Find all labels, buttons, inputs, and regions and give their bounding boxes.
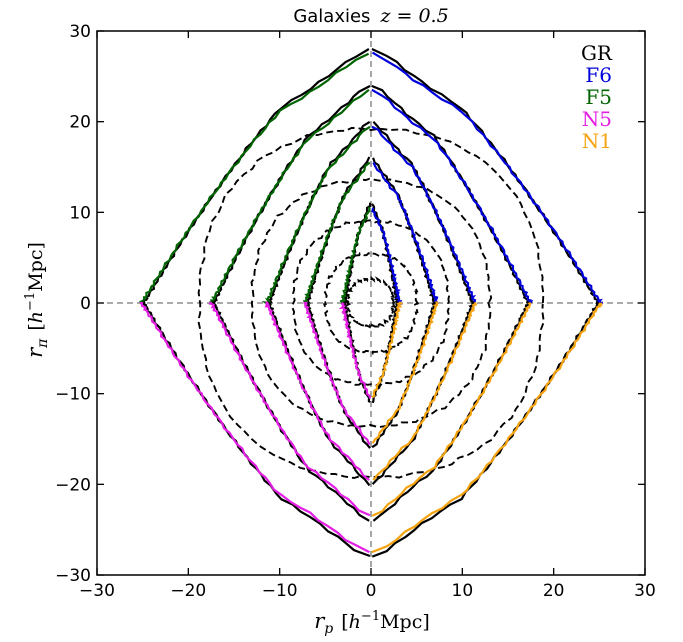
contour-gr bbox=[303, 302, 371, 449]
y-axis-label: rπ[h−1Mpc] bbox=[23, 242, 51, 358]
contour-f6 bbox=[371, 125, 477, 305]
plot-area bbox=[97, 31, 645, 575]
contour-f5 bbox=[209, 88, 370, 305]
reference-lines bbox=[97, 31, 645, 575]
contour-f5 bbox=[139, 52, 370, 305]
contour-n5 bbox=[208, 301, 371, 517]
contour-n5 bbox=[264, 301, 370, 481]
contour-f6 bbox=[371, 207, 403, 305]
chart-title-text: Galaxies bbox=[293, 6, 370, 27]
contour-gr bbox=[140, 301, 371, 558]
x-tick-label: −10 bbox=[262, 581, 298, 601]
x-tick-label: 20 bbox=[543, 581, 565, 601]
contour-n5 bbox=[303, 300, 371, 446]
contour-f5 bbox=[302, 161, 371, 305]
y-tick-label: 10 bbox=[69, 203, 91, 223]
x-tick-label: 30 bbox=[634, 581, 656, 601]
chart-title-redshift: z = 0.5 bbox=[379, 5, 448, 27]
y-tick-label: 20 bbox=[69, 113, 91, 133]
contour-n1 bbox=[371, 301, 404, 399]
contour-f6 bbox=[371, 51, 604, 304]
x-axis-ticks: −30 −20 −10 0 10 20 30 bbox=[79, 31, 656, 601]
linear-theory-contour bbox=[344, 275, 397, 330]
y-tick-label: 30 bbox=[69, 22, 91, 42]
contour-f6 bbox=[372, 162, 439, 305]
legend-entry-f5: F5 bbox=[585, 85, 612, 109]
contour-gr bbox=[371, 84, 530, 304]
legend-entry-gr: GR bbox=[581, 41, 613, 65]
contour-gr bbox=[341, 300, 371, 403]
linear-theory-contour bbox=[322, 252, 420, 355]
legend-entry-f6: F6 bbox=[585, 63, 612, 87]
linear-theory-contour bbox=[197, 126, 545, 479]
contour-gr bbox=[371, 48, 601, 305]
contour-f6 bbox=[371, 88, 534, 305]
contour-gr bbox=[266, 120, 371, 305]
x-tick-label: 10 bbox=[452, 581, 474, 601]
x-tick-label: 0 bbox=[366, 581, 377, 601]
linear-theory-contour bbox=[250, 177, 493, 429]
legend-entry-n5: N5 bbox=[582, 107, 612, 131]
contour-f5 bbox=[261, 125, 371, 305]
contour-gr bbox=[141, 48, 370, 305]
y-tick-label: −30 bbox=[55, 566, 91, 586]
contour-n1 bbox=[372, 301, 478, 481]
contour-n1 bbox=[371, 302, 603, 554]
contour-n1 bbox=[371, 301, 439, 444]
contour-n1 bbox=[371, 302, 532, 517]
x-tick-label: −30 bbox=[79, 581, 115, 601]
contour-f5 bbox=[339, 206, 371, 305]
simulation-contours bbox=[139, 48, 604, 558]
y-axis-ticks: −30 −20 −10 0 10 20 30 bbox=[55, 22, 645, 586]
contour-n5 bbox=[139, 301, 370, 554]
y-tick-label: 0 bbox=[80, 294, 91, 314]
contour-gr bbox=[372, 120, 476, 305]
y-tick-label: −20 bbox=[55, 475, 91, 495]
legend-entry-n1: N1 bbox=[582, 129, 612, 153]
y-tick-label: −10 bbox=[55, 385, 91, 405]
x-axis-label: rp [h−1Mpc] bbox=[314, 609, 430, 637]
chart-title: Galaxies z = 0.5 bbox=[293, 5, 448, 27]
contour-n5 bbox=[338, 302, 372, 399]
contour-gr bbox=[371, 302, 600, 558]
x-tick-label: −20 bbox=[170, 581, 206, 601]
